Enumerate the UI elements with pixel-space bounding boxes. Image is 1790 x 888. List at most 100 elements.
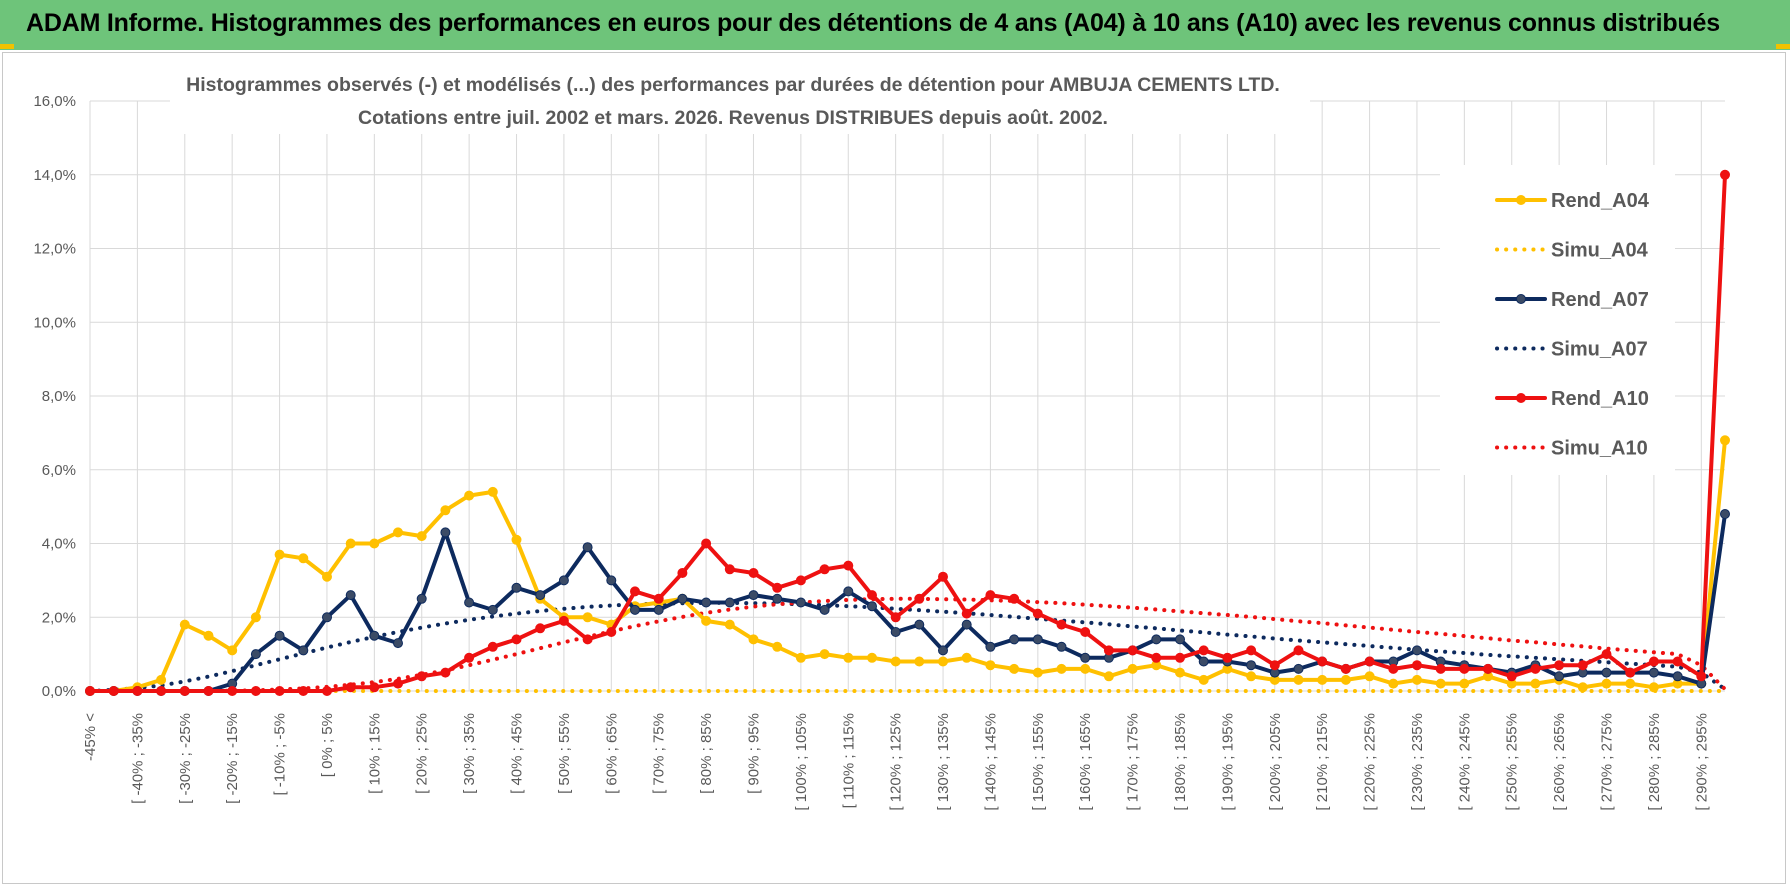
- x-tick-label: [ 140% ; 145%: [982, 713, 999, 811]
- point-Rend_A04: [393, 527, 403, 538]
- legend: Rend_A04 Simu_A04 Rend_A07 Simu_A07 Rend_A10…: [1495, 190, 1650, 460]
- legend-marker: [1516, 294, 1526, 304]
- point-Rend_A07: [1601, 667, 1612, 678]
- x-tick-label: [ 130% ; 135%: [935, 713, 952, 811]
- series-Simu_A07: [88, 600, 1727, 693]
- point-Rend_A04: [748, 634, 759, 645]
- title-background: [170, 64, 1310, 134]
- x-tick-label: [ 210% ; 215%: [1314, 713, 1331, 811]
- point-Rend_A07: [843, 586, 854, 597]
- point-Rend_A04: [1530, 678, 1541, 689]
- point-Rend_A07: [274, 630, 285, 641]
- point-Rend_A07: [1648, 667, 1659, 678]
- point-Rend_A04: [156, 674, 167, 685]
- point-Rend_A04: [985, 660, 996, 671]
- point-Rend_A04: [961, 652, 972, 663]
- x-tick-label: [ 180% ; 185%: [1172, 713, 1189, 811]
- point-Rend_A07: [985, 641, 996, 652]
- point-Rend_A07: [1672, 671, 1683, 682]
- legend-item-Rend_A10: Rend_A10: [1495, 388, 1649, 410]
- point-Rend_A04: [1103, 671, 1114, 682]
- x-tick-label: [ -40% ; -35%: [129, 713, 146, 804]
- point-Rend_A07: [914, 619, 925, 630]
- point-Rend_A04: [582, 612, 593, 623]
- x-tick-label: [ 80% ; 85%: [698, 713, 715, 794]
- x-tick-label: [ -10% ; -5%: [272, 713, 289, 796]
- legend-label: Rend_A10: [1551, 388, 1649, 410]
- point-Rend_A04: [701, 615, 712, 626]
- point-Rend_A10: [1056, 619, 1067, 630]
- point-Rend_A04: [511, 534, 522, 545]
- y-tick-label: 4,0%: [42, 536, 76, 553]
- point-Rend_A10: [156, 686, 167, 696]
- x-axis-ticks: -45% < [ -40% ; -35% [ -30% ; -25% [ -20% ;…: [82, 713, 1710, 811]
- point-Rend_A10: [1435, 663, 1446, 674]
- title-banner: ADAM Informe. Histogrammes des performan…: [0, 0, 1790, 50]
- point-Rend_A10: [1483, 663, 1493, 674]
- point-Rend_A10: [511, 634, 522, 645]
- point-Rend_A04: [203, 630, 214, 641]
- point-Rend_A04: [416, 531, 427, 542]
- point-Rend_A10: [985, 590, 996, 601]
- point-Rend_A04: [440, 505, 451, 516]
- point-Rend_A04: [1388, 678, 1399, 689]
- point-Rend_A04: [1601, 678, 1612, 689]
- point-Rend_A04: [1009, 663, 1020, 674]
- point-Rend_A10: [132, 686, 143, 696]
- legend-label: Rend_A04: [1551, 190, 1650, 212]
- point-Rend_A04: [1032, 667, 1043, 678]
- point-Rend_A10: [1175, 652, 1185, 663]
- y-tick-label: 12,0%: [33, 241, 76, 258]
- point-Rend_A07: [250, 649, 261, 660]
- point-Rend_A04: [1459, 678, 1470, 689]
- point-Rend_A04: [345, 538, 356, 549]
- point-Rend_A10: [558, 615, 569, 626]
- point-Rend_A07: [1175, 634, 1185, 645]
- x-tick-label: [ 20% ; 25%: [414, 713, 431, 794]
- point-Rend_A10: [1625, 667, 1636, 678]
- y-tick-label: 0,0%: [42, 683, 76, 700]
- point-Rend_A07: [630, 604, 640, 615]
- point-Rend_A10: [1127, 645, 1138, 656]
- legend-label: Simu_A07: [1551, 339, 1648, 361]
- point-Rend_A07: [1151, 634, 1162, 645]
- point-Rend_A10: [1388, 663, 1399, 674]
- x-tick-label: [ 10% ; 15%: [366, 713, 383, 794]
- point-Rend_A04: [1198, 674, 1209, 685]
- point-Rend_A10: [416, 671, 427, 682]
- point-Rend_A04: [1625, 678, 1636, 689]
- point-Rend_A10: [724, 564, 735, 575]
- point-Rend_A07: [511, 582, 522, 593]
- series-line-Simu_A07: [88, 600, 1727, 693]
- point-Rend_A10: [322, 686, 332, 696]
- x-tick-label: -45% <: [82, 713, 99, 761]
- point-Rend_A07: [1198, 656, 1209, 667]
- point-Rend_A07: [1554, 671, 1565, 682]
- point-Rend_A07: [440, 527, 451, 538]
- point-Rend_A07: [582, 542, 593, 553]
- point-Rend_A04: [1364, 671, 1375, 682]
- point-Rend_A10: [108, 686, 119, 696]
- x-tick-label: [ 280% ; 285%: [1646, 713, 1663, 811]
- point-Rend_A04: [1435, 678, 1446, 689]
- point-Rend_A10: [961, 608, 972, 619]
- point-Rend_A10: [867, 590, 877, 601]
- y-tick-label: 16,0%: [33, 93, 76, 110]
- point-Rend_A10: [938, 571, 948, 582]
- chart-title-line1: Histogrammes observés (-) et modélisés (…: [186, 74, 1280, 96]
- banner-title: ADAM Informe. Histogrammes des performan…: [26, 9, 1720, 37]
- point-Rend_A07: [535, 590, 546, 601]
- point-Rend_A04: [1175, 667, 1185, 678]
- point-Rend_A10: [179, 686, 190, 696]
- point-Rend_A04: [1648, 682, 1659, 693]
- point-Rend_A07: [701, 597, 712, 608]
- point-Rend_A07: [1080, 652, 1091, 663]
- point-Rend_A07: [819, 604, 830, 615]
- x-tick-label: [ -20% ; -15%: [224, 713, 241, 804]
- point-Rend_A10: [1151, 652, 1162, 663]
- point-Rend_A10: [1696, 671, 1707, 682]
- point-Rend_A04: [890, 656, 901, 667]
- point-Rend_A10: [1459, 663, 1470, 674]
- point-Rend_A04: [322, 571, 332, 582]
- x-tick-label: [ 40% ; 45%: [509, 713, 526, 794]
